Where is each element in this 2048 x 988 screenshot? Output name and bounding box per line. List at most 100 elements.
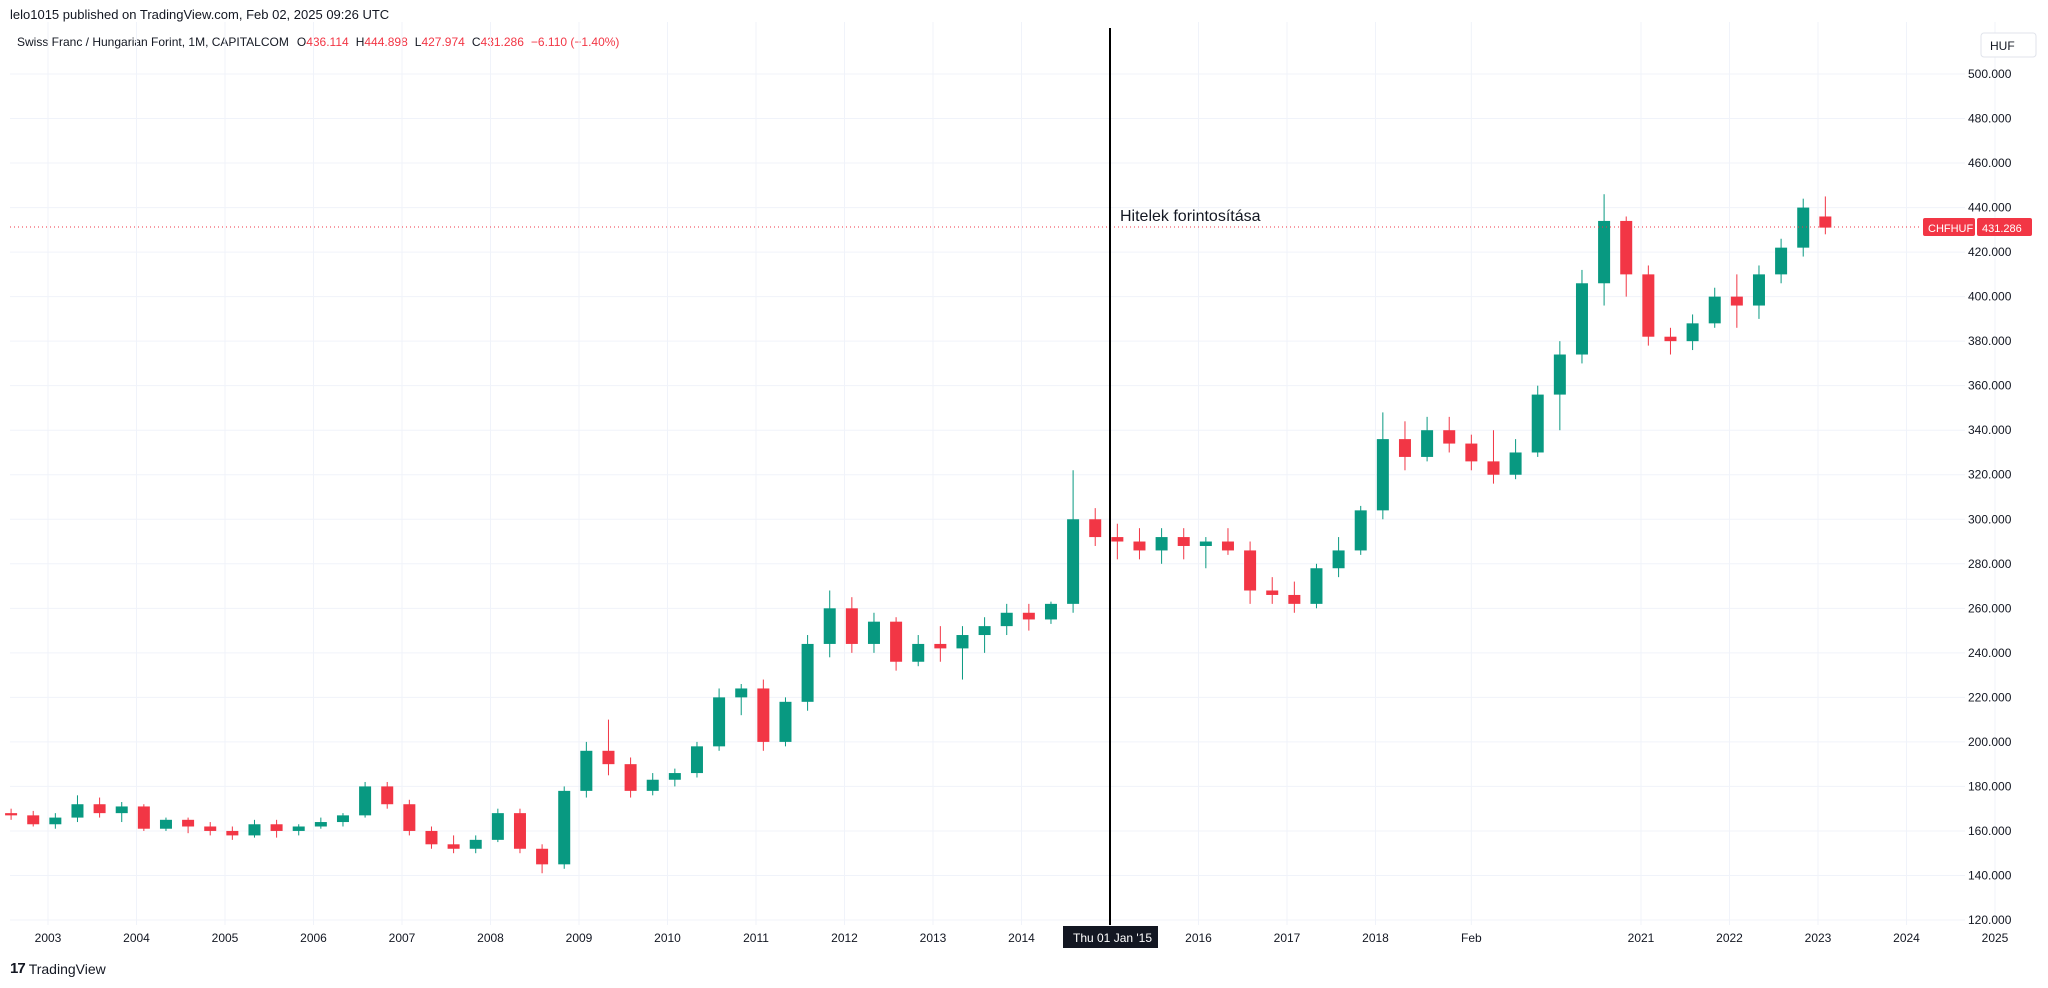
candle-body bbox=[1376, 439, 1389, 511]
last-price-value: 431.286 bbox=[1982, 223, 2022, 235]
price-tick-label: 180.000 bbox=[1968, 779, 2012, 793]
candle-body bbox=[602, 750, 615, 765]
price-tick-label: 400.000 bbox=[1968, 290, 2012, 304]
candle-body bbox=[1797, 207, 1810, 248]
price-tick-label: 260.000 bbox=[1968, 601, 2012, 615]
candle-body bbox=[823, 608, 836, 644]
candle-body bbox=[5, 813, 18, 816]
candle-body bbox=[890, 621, 903, 662]
candle-body bbox=[49, 817, 62, 825]
price-tick-label: 460.000 bbox=[1968, 156, 2012, 170]
time-tick-label: 2022 bbox=[1716, 931, 1743, 945]
candle-body bbox=[359, 786, 372, 816]
candle-body bbox=[1575, 283, 1588, 355]
candle-body bbox=[1354, 510, 1367, 551]
candle-body bbox=[1177, 537, 1190, 546]
candle-body bbox=[1044, 603, 1057, 620]
candle-body bbox=[1598, 220, 1611, 284]
candle-body bbox=[624, 764, 637, 791]
candle-body bbox=[447, 844, 460, 849]
price-tick-label: 140.000 bbox=[1968, 868, 2012, 882]
candle-body bbox=[1443, 430, 1456, 444]
time-tick-label: 2016 bbox=[1185, 931, 1212, 945]
symbol-name[interactable]: Swiss Franc / Hungarian Forint, 1M, CAPI… bbox=[17, 35, 289, 49]
time-tick-label: 2009 bbox=[566, 931, 593, 945]
open-value: 436.114 bbox=[306, 35, 349, 49]
price-tick-label: 280.000 bbox=[1968, 557, 2012, 571]
price-tick-label: 120.000 bbox=[1968, 913, 2012, 927]
candle-body bbox=[690, 746, 703, 774]
candle-body bbox=[1642, 274, 1655, 337]
tradingview-brand: TradingView bbox=[28, 960, 106, 977]
candle-body bbox=[845, 608, 858, 644]
candle-body bbox=[1620, 220, 1633, 275]
time-axis: 2003 2004 2005 2006 2007 2008 2009 2010 2011 2012… bbox=[35, 931, 2009, 945]
close-value: 431.286 bbox=[480, 35, 524, 49]
candle-body bbox=[1421, 430, 1434, 457]
candle-body bbox=[425, 830, 438, 845]
time-tick-label: 2007 bbox=[389, 931, 416, 945]
candle-body bbox=[403, 804, 416, 831]
candle-body bbox=[1155, 537, 1168, 551]
candle-body bbox=[182, 819, 195, 827]
candle-body bbox=[735, 688, 748, 698]
candle-body bbox=[1244, 550, 1257, 591]
candle-body bbox=[1730, 296, 1743, 306]
time-tick-label: 2014 bbox=[1008, 931, 1035, 945]
candle-body bbox=[248, 824, 261, 836]
time-tick-label: 2023 bbox=[1805, 931, 1832, 945]
time-tick-label: 2018 bbox=[1362, 931, 1389, 945]
candle-body bbox=[491, 813, 504, 840]
crosshair-time-text: Thu 01 Jan '15 bbox=[1073, 931, 1152, 945]
time-tick-label: 2010 bbox=[654, 931, 681, 945]
symbol-tag-label: CHFHUF bbox=[1928, 223, 1973, 235]
time-tick-label: 2025 bbox=[1982, 931, 2009, 945]
price-tick-label: 440.000 bbox=[1968, 201, 2012, 215]
candle-body bbox=[1288, 594, 1301, 604]
candle-series bbox=[5, 194, 1832, 874]
candle-body bbox=[912, 643, 925, 662]
high-label: H bbox=[355, 35, 365, 49]
candle-body bbox=[1553, 354, 1566, 395]
candle-body bbox=[536, 848, 549, 865]
chart-grid bbox=[10, 22, 1996, 925]
candle-body bbox=[978, 626, 991, 636]
candle-body bbox=[159, 819, 172, 829]
candle-body bbox=[1022, 612, 1035, 620]
price-tick-label: 500.000 bbox=[1968, 67, 2012, 81]
candle-body bbox=[226, 830, 239, 836]
candle-body bbox=[71, 804, 84, 818]
high-value: 444.898 bbox=[364, 35, 408, 49]
published-by-text: lelo1015 published on TradingView.com, F… bbox=[10, 7, 390, 22]
candle-body bbox=[1775, 247, 1788, 275]
candle-body bbox=[1465, 443, 1478, 462]
price-tick-label: 380.000 bbox=[1968, 334, 2012, 348]
time-tick-label: Feb bbox=[1461, 931, 1482, 945]
candle-body bbox=[956, 635, 969, 649]
candle-body bbox=[469, 839, 482, 849]
candle-body bbox=[1089, 519, 1102, 538]
candle-body bbox=[1531, 394, 1544, 453]
time-tick-label: 2004 bbox=[123, 931, 150, 945]
candle-body bbox=[292, 826, 305, 831]
candle-body bbox=[1310, 568, 1323, 604]
price-tick-label: 320.000 bbox=[1968, 468, 2012, 482]
candle-body bbox=[1067, 519, 1080, 604]
candle-body bbox=[513, 813, 526, 849]
time-tick-label: 2024 bbox=[1893, 931, 1920, 945]
tradingview-logo[interactable]: 17 TradingView bbox=[10, 960, 106, 977]
currency-label: HUF bbox=[1990, 39, 2015, 53]
time-tick-label: 2021 bbox=[1628, 931, 1655, 945]
candle-body bbox=[1664, 336, 1677, 342]
candle-body bbox=[1752, 274, 1765, 306]
close-label: C bbox=[471, 35, 481, 49]
candle-body bbox=[1686, 323, 1699, 342]
candle-body bbox=[270, 824, 283, 831]
time-tick-label: 2017 bbox=[1274, 931, 1301, 945]
price-tick-label: 200.000 bbox=[1968, 735, 2012, 749]
time-tick-label: 2003 bbox=[35, 931, 62, 945]
candle-body bbox=[381, 786, 394, 805]
price-tick-label: 160.000 bbox=[1968, 824, 2012, 838]
price-axis: 500.000 480.000 460.000 440.000 420.000 400.0… bbox=[1968, 67, 2012, 927]
